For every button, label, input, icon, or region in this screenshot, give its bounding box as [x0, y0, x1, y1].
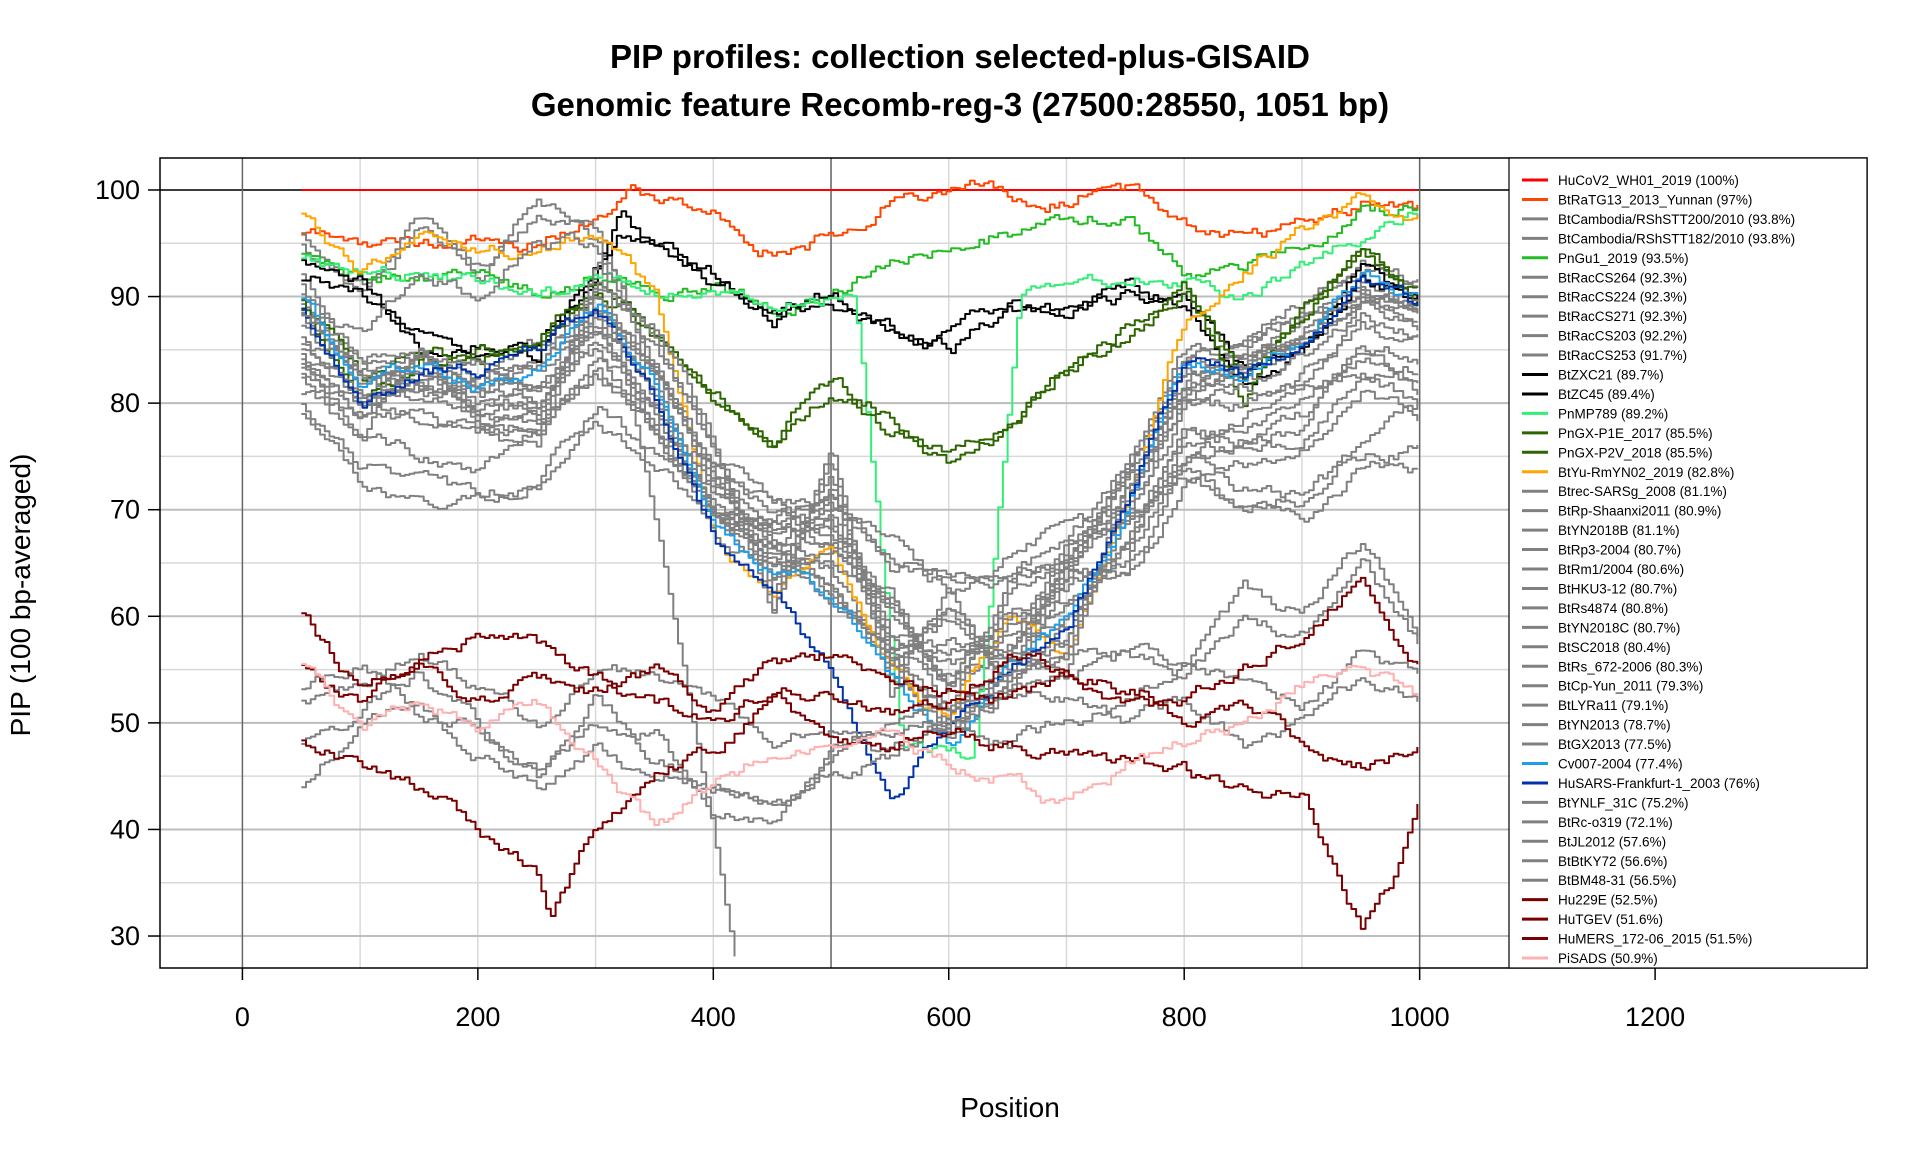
legend-entry: BtRacCS264 (92.3%) [1558, 270, 1687, 285]
y-axis-label: PIP (100 bp-averaged) [5, 454, 36, 737]
legend-box [1508, 157, 1868, 969]
y-tick-label: 40 [110, 814, 140, 844]
legend-entry: BtHKU3-12 (80.7%) [1558, 581, 1677, 596]
legend-entry: BtCambodia/RShSTT200/2010 (93.8%) [1558, 212, 1795, 227]
series-line [301, 294, 1419, 736]
x-tick-label: 1200 [1625, 1002, 1685, 1032]
y-tick-label: 90 [110, 282, 140, 312]
y-tick-label: 80 [110, 388, 140, 418]
legend-entry: HuSARS-Frankfurt-1_2003 (76%) [1558, 776, 1760, 791]
series-line [301, 692, 1419, 930]
legend-entry: BtCp-Yun_2011 (79.3%) [1558, 679, 1703, 694]
y-tick-label: 60 [110, 601, 140, 631]
legend-entry: PnMP789 (89.2%) [1558, 406, 1668, 421]
legend-entry: BtZC45 (89.4%) [1558, 387, 1655, 402]
series-line [301, 288, 1419, 671]
legend-entry: BtRs4874 (80.8%) [1558, 601, 1668, 616]
series-lines [301, 179, 1419, 957]
legend-entry: HuTGEV (51.6%) [1558, 912, 1663, 927]
legend-entry: Btrec-SARSg_2008 (81.1%) [1558, 484, 1727, 499]
legend-entry: BtRp3-2004 (80.7%) [1558, 543, 1681, 558]
legend-entry: BtYNLF_31C (75.2%) [1558, 795, 1689, 810]
legend-entry: BtZXC21 (89.7%) [1558, 368, 1664, 383]
series-line [301, 373, 1419, 712]
series-line [301, 210, 1419, 370]
legend-entry: BtYN2013 (78.7%) [1558, 718, 1671, 733]
legend-entry: BtJL2012 (57.6%) [1558, 834, 1666, 849]
legend-entry: PnGX-P1E_2017 (85.5%) [1558, 426, 1713, 441]
legend-entry: BtCambodia/RShSTT182/2010 (93.8%) [1558, 231, 1795, 246]
series-line [301, 248, 1419, 453]
series-line [301, 192, 1419, 717]
series-line [301, 307, 1419, 659]
legend-entry: BtBtKY72 (56.6%) [1558, 854, 1668, 869]
series-line [301, 652, 1419, 771]
legend-entry: BtRp-Shaanxi2011 (80.9%) [1558, 504, 1721, 519]
legend-entry: PnGX-P2V_2018 (85.5%) [1558, 445, 1713, 460]
x-axis-label: Position [960, 1092, 1060, 1123]
legend-entry: BtRc-o319 (72.1%) [1558, 815, 1673, 830]
chart-title: PIP profiles: collection selected-plus-G… [610, 38, 1310, 75]
legend-entry: BtRs_672-2006 (80.3%) [1558, 659, 1703, 674]
legend-entry: BtGX2013 (77.5%) [1558, 737, 1671, 752]
legend-entry: BtRm1/2004 (80.6%) [1558, 562, 1684, 577]
legend-entry: BtBM48-31 (56.5%) [1558, 873, 1677, 888]
x-tick-label: 400 [691, 1002, 736, 1032]
legend-entry: BtRacCS203 (92.2%) [1558, 329, 1687, 344]
legend-entry: HuMERS_172-06_2015 (51.5%) [1558, 932, 1752, 947]
series-line [301, 558, 1419, 806]
legend-entry: BtYu-RmYN02_2019 (82.8%) [1558, 465, 1734, 480]
series-line [301, 413, 1419, 589]
series-line [301, 403, 1419, 584]
series-line [301, 285, 1419, 714]
legend-entry: Cv007-2004 (77.4%) [1558, 757, 1683, 772]
legend-entry: BtLYRa11 (79.1%) [1558, 698, 1669, 713]
series-line [301, 179, 1419, 258]
series-line [301, 211, 1419, 760]
y-tick-label: 100 [95, 175, 140, 205]
series-line [301, 649, 1419, 805]
legend-entry: BtSC2018 (80.4%) [1558, 640, 1671, 655]
legend-entry: BtYN2018C (80.7%) [1558, 620, 1680, 635]
series-line [301, 663, 1419, 826]
legend-entry: BtRacCS253 (91.7%) [1558, 348, 1687, 363]
legend-entry: HuCoV2_WH01_2019 (100%) [1558, 173, 1739, 188]
series-line [301, 261, 1419, 698]
y-tick-label: 50 [110, 708, 140, 738]
series-line [301, 543, 1419, 825]
legend-entry: PnGu1_2019 (93.5%) [1558, 251, 1689, 266]
series-line [301, 204, 1419, 318]
legend-entry: BtRacCS224 (92.3%) [1558, 290, 1687, 305]
series-line [301, 367, 1419, 595]
chart-subtitle: Genomic feature Recomb-reg-3 (27500:2855… [530, 86, 1390, 123]
series-line [301, 270, 1419, 747]
x-tick-label: 1000 [1390, 1002, 1450, 1032]
x-tick-label: 0 [235, 1002, 250, 1032]
legend-entry: BtRacCS271 (92.3%) [1558, 309, 1687, 324]
series-line [301, 231, 736, 957]
series-line [301, 576, 1419, 723]
x-tick-label: 200 [455, 1002, 500, 1032]
x-tick-label: 600 [926, 1002, 971, 1032]
y-tick-label: 70 [110, 495, 140, 525]
x-tick-label: 800 [1162, 1002, 1207, 1032]
legend-entry: BtYN2018B (81.1%) [1558, 523, 1680, 538]
legend: HuCoV2_WH01_2019 (100%) BtRaTG13_2013_Yun… [1522, 173, 1795, 966]
legend-entry: BtRaTG13_2013_Yunnan (97%) [1558, 192, 1752, 207]
legend-entry: PiSADS (50.9%) [1558, 951, 1658, 966]
y-tick-label: 30 [110, 921, 140, 951]
legend-entry: Hu229E (52.5%) [1558, 893, 1658, 908]
